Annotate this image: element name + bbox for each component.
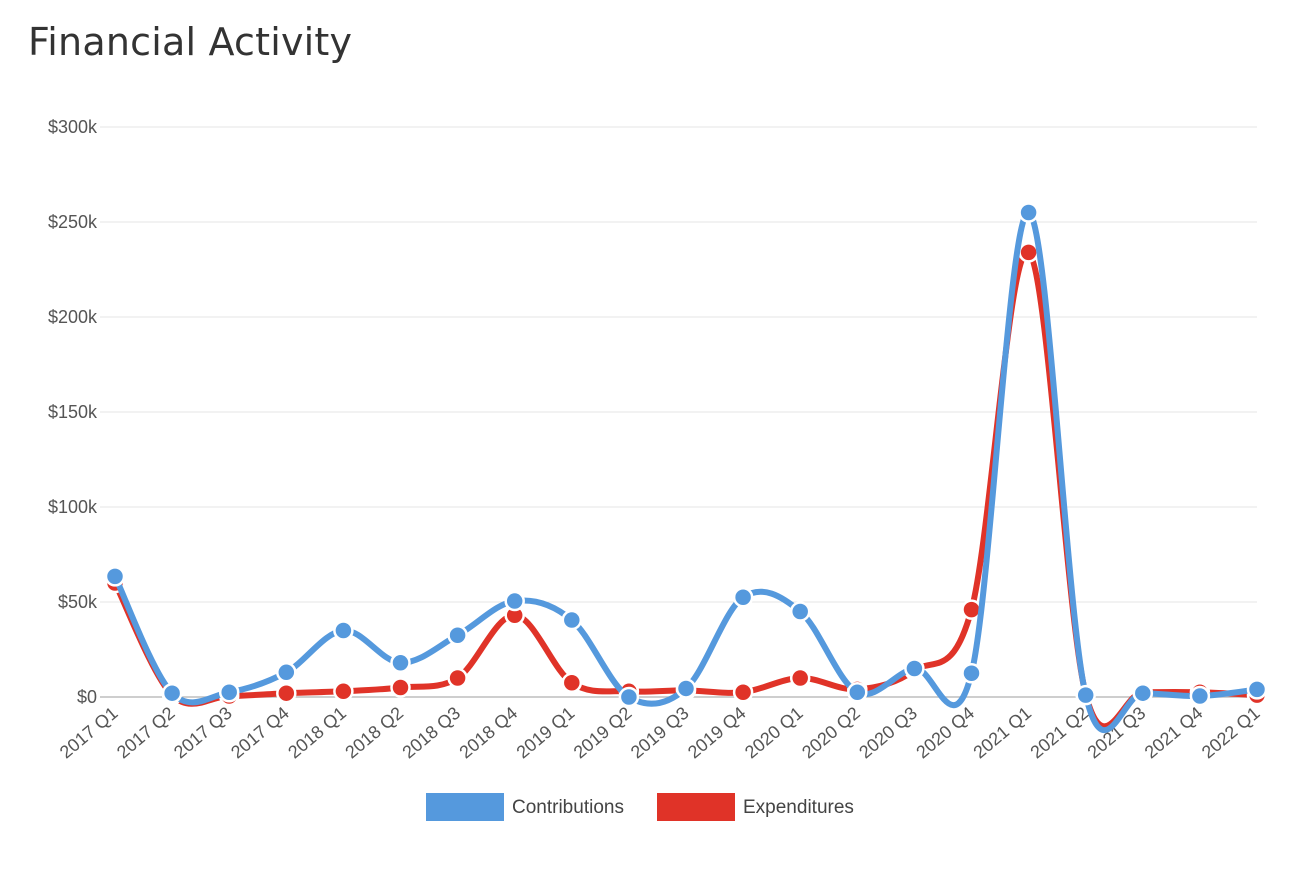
y-tick-label: $300k (48, 117, 98, 137)
contributions-point[interactable] (1075, 684, 1096, 706)
y-tick-label: $50k (58, 592, 98, 612)
legend-label-expenditures: Expenditures (743, 797, 854, 818)
expenditures-point[interactable] (732, 682, 754, 703)
y-tick-label: $0 (77, 687, 97, 707)
x-tick-label: 2020 Q1 (741, 703, 807, 763)
legend-swatch-contributions (426, 793, 504, 821)
x-tick-label: 2019 Q4 (684, 703, 750, 763)
legend-swatch-expenditures (657, 793, 735, 821)
y-tick-label: $100k (48, 497, 98, 517)
contributions-point[interactable] (390, 652, 411, 674)
contributions-point[interactable] (961, 663, 982, 684)
page-title: Financial Activity (28, 20, 353, 64)
contributions-point[interactable] (161, 682, 183, 704)
grid (100, 126, 1257, 698)
x-tick-label: 2018 Q4 (456, 703, 522, 763)
x-tick-label: 2018 Q1 (284, 703, 350, 763)
x-tick-label: 2019 Q2 (570, 703, 636, 763)
contributions-point[interactable] (847, 682, 868, 703)
contributions-point[interactable] (675, 678, 697, 699)
contributions-point[interactable] (789, 601, 811, 622)
x-tick-label: 2021 Q4 (1141, 703, 1207, 763)
legend-item-contributions[interactable]: Contributions (426, 793, 624, 821)
x-tick-label: 2019 Q1 (513, 703, 579, 763)
contributions-point[interactable] (618, 686, 640, 708)
x-tick-label: 2022 Q1 (1198, 703, 1264, 763)
y-tick-label: $150k (48, 402, 98, 422)
contributions-point[interactable] (1246, 679, 1268, 700)
x-tick-label: 2017 Q2 (113, 703, 179, 763)
x-tick-label: 2019 Q3 (627, 703, 693, 763)
x-tick-label: 2020 Q3 (855, 703, 921, 763)
expenditures-point[interactable] (447, 667, 468, 689)
contributions-point[interactable] (104, 566, 126, 587)
series-expenditures (104, 242, 1268, 730)
legend-label-contributions: Contributions (512, 797, 624, 818)
x-tick-label: 2020 Q4 (912, 703, 978, 763)
contributions-point[interactable] (276, 662, 297, 683)
contributions-point[interactable] (732, 587, 754, 608)
contributions-point[interactable] (1189, 685, 1211, 707)
expenditures-point[interactable] (1018, 242, 1039, 263)
legend-item-expenditures[interactable]: Expenditures (657, 793, 854, 821)
series-contributions (104, 202, 1268, 733)
legend: Contributions Expenditures (426, 793, 854, 821)
contributions-line (112, 209, 1260, 733)
contributions-point[interactable] (1018, 202, 1039, 223)
expenditures-point[interactable] (789, 667, 811, 689)
contributions-point[interactable] (504, 590, 525, 612)
y-axis-tick-labels: $0 $50k $100k $150k $200k $250k $300k (48, 117, 98, 707)
series-layer (104, 202, 1268, 733)
x-tick-label: 2021 Q2 (1027, 703, 1093, 763)
x-tick-label: 2017 Q1 (56, 703, 122, 763)
contributions-point[interactable] (447, 625, 468, 646)
contributions-point[interactable] (218, 682, 240, 703)
x-tick-label: 2017 Q4 (227, 703, 293, 763)
x-tick-label: 2021 Q1 (969, 703, 1035, 763)
contributions-point[interactable] (1132, 682, 1154, 704)
expenditures-point[interactable] (333, 681, 354, 702)
contributions-point[interactable] (904, 658, 925, 679)
expenditures-point[interactable] (276, 682, 297, 704)
contributions-point[interactable] (333, 620, 354, 641)
x-tick-label: 2020 Q2 (798, 703, 864, 763)
x-tick-label: 2018 Q2 (341, 703, 407, 763)
x-tick-label: 2017 Q3 (170, 703, 236, 763)
y-tick-label: $200k (48, 307, 98, 327)
x-tick-label: 2018 Q3 (398, 703, 464, 763)
y-tick-label: $250k (48, 212, 98, 232)
expenditures-point[interactable] (561, 672, 583, 693)
contributions-point[interactable] (561, 609, 583, 631)
expenditures-point[interactable] (390, 677, 411, 698)
expenditures-line (112, 249, 1260, 730)
